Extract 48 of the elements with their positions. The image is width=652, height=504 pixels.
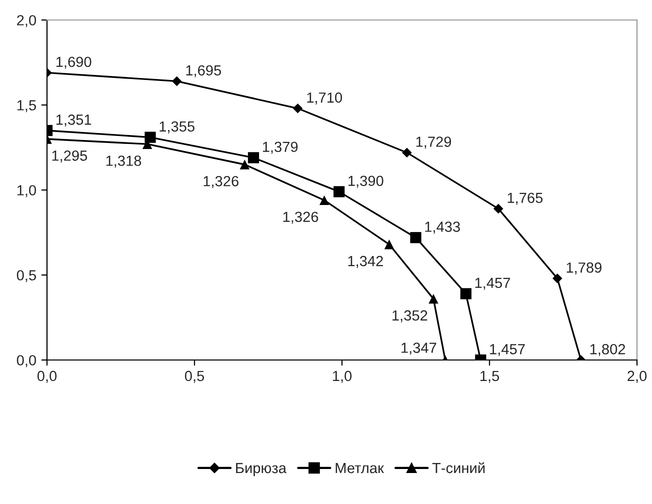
annotation: 1,710 xyxy=(307,92,342,104)
annotation: 1,347 xyxy=(402,342,436,355)
x-tick-label: 1,0 xyxy=(332,370,352,383)
annotation: 1,433 xyxy=(425,222,460,234)
point xyxy=(292,103,303,114)
point xyxy=(410,232,422,244)
point xyxy=(319,195,330,206)
annotation: 1,457 xyxy=(475,278,510,290)
point xyxy=(172,76,182,86)
annotation: 1,789 xyxy=(566,262,602,274)
point xyxy=(248,152,260,164)
point xyxy=(460,288,472,300)
annotation: 1,352 xyxy=(392,310,428,322)
legend-label: Бирюза xyxy=(236,463,286,476)
annotation: 1,342 xyxy=(348,256,383,268)
annotation: 1,351 xyxy=(56,114,92,127)
x-tick-label: 2,0 xyxy=(628,370,647,383)
x-tick-label: 0,5 xyxy=(184,370,204,383)
annotation: 1,729 xyxy=(416,136,452,149)
point xyxy=(144,132,156,143)
point xyxy=(333,186,345,198)
point xyxy=(240,160,250,170)
point xyxy=(402,148,412,158)
annotation: 1,457 xyxy=(490,344,525,356)
annotation: 1,802 xyxy=(590,344,626,356)
point xyxy=(552,273,562,284)
x-tick-label: 0,0 xyxy=(37,370,57,383)
point xyxy=(428,294,438,304)
legend-label: Т-синий xyxy=(432,462,485,474)
point xyxy=(384,240,394,250)
y-tick-label: 0,0 xyxy=(16,355,36,368)
annotation: 1,326 xyxy=(204,176,238,188)
y-tick-label: 0,5 xyxy=(16,270,36,282)
y-tick-label: 1,0 xyxy=(17,185,36,198)
annotation: 1,295 xyxy=(52,150,88,163)
point xyxy=(493,204,504,214)
annotation: 1,355 xyxy=(160,121,194,134)
annotation: 1,690 xyxy=(56,56,92,69)
annotation: 1,765 xyxy=(508,192,543,205)
annotation: 1,379 xyxy=(262,142,298,154)
legend-label: Метлак xyxy=(336,463,384,474)
x-tick-label: 1,5 xyxy=(480,370,500,383)
annotation: 1,390 xyxy=(348,176,384,188)
annotation: 1,326 xyxy=(283,212,318,224)
y-tick-label: 1,5 xyxy=(17,100,36,112)
annotation: 1,318 xyxy=(106,156,142,168)
annotation: 1,695 xyxy=(186,65,222,78)
y-tick-label: 2,0 xyxy=(17,15,36,28)
